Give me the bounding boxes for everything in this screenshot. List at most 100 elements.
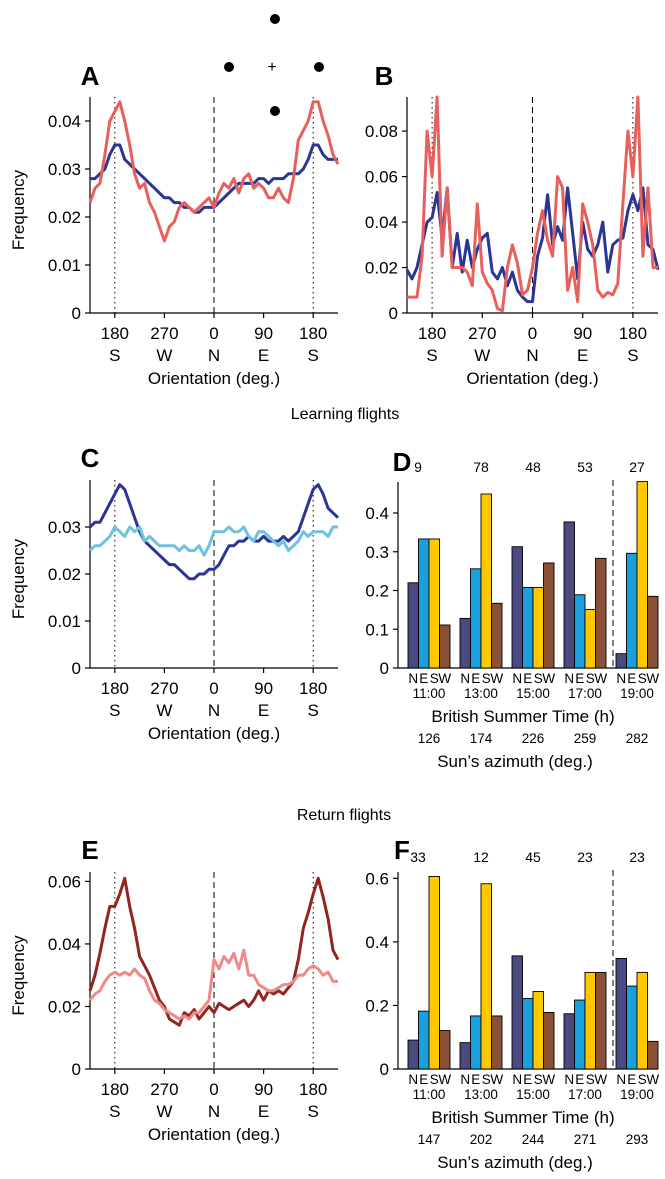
bar-direction-label: E: [419, 1072, 428, 1087]
time-axis-title: British Summer Time (h): [431, 1108, 614, 1127]
bar-direction-label: E: [471, 1072, 480, 1087]
panel-letter: E: [81, 835, 98, 865]
x-tick-label: 90: [254, 679, 273, 698]
bar-W: [647, 1040, 659, 1070]
group-count-label: 23: [629, 849, 645, 865]
group-time-label: 15:00: [516, 1087, 550, 1102]
bar-direction-label: S: [430, 1072, 439, 1087]
section-title-learning: Learning flights: [291, 406, 400, 423]
y-tick-label: 0.01: [48, 256, 81, 275]
y-tick-label: 0.02: [48, 208, 81, 227]
bar-direction-label: E: [575, 671, 584, 686]
y-tick-label: 0.06: [365, 168, 398, 187]
group-azimuth-label: 259: [574, 731, 597, 746]
bar-direction-label: S: [534, 671, 543, 686]
panel-E: E 0 0.02 0.04 0.06 180 S 270 W 0 N 90 E 180 S Orientati…: [9, 835, 340, 1144]
x-tick-label: 180: [619, 324, 647, 343]
section-title-return: Return flights: [297, 807, 391, 824]
x-tick-label: 270: [150, 1080, 178, 1099]
bar-direction-label: S: [586, 671, 595, 686]
x-tick-label: 270: [468, 324, 496, 343]
bar-direction-label: W: [594, 1072, 607, 1087]
panel-letter: C: [81, 443, 100, 473]
bar-direction-label: N: [564, 671, 574, 686]
series-line-2: [88, 100, 340, 243]
y-tick-label: 0.04: [365, 213, 398, 232]
x-tick-label: 270: [150, 679, 178, 698]
x-tick-label: 180: [101, 679, 129, 698]
group-azimuth-label: 244: [522, 1132, 545, 1147]
bar-direction-label: E: [523, 1072, 532, 1087]
y-tick-label: 0.03: [48, 160, 81, 179]
bar-E: [522, 586, 534, 669]
y-tick-label: 0: [380, 1060, 389, 1079]
bar-E: [470, 1015, 482, 1070]
bar-S: [636, 481, 648, 669]
bar-S: [480, 883, 492, 1070]
panel-letter: F: [394, 835, 410, 865]
group-azimuth-label: 174: [470, 731, 493, 746]
bar-W: [491, 1015, 503, 1070]
bar-direction-label: W: [490, 1072, 503, 1087]
bar-W: [543, 562, 555, 669]
x-tick-direction-label: S: [308, 1102, 319, 1121]
y-tick-label: 0.4: [365, 933, 389, 952]
azimuth-axis-title: Sun’s azimuth (deg.): [437, 1153, 593, 1172]
panel-letter: B: [375, 61, 394, 91]
x-tick-direction-label: N: [208, 701, 220, 720]
x-tick-direction-label: S: [308, 701, 319, 720]
bar-direction-label: S: [430, 671, 439, 686]
group-count-label: 27: [629, 459, 645, 475]
bar-direction-label: W: [490, 671, 503, 686]
y-tick-label: 0.02: [48, 565, 81, 584]
y-tick-label: 0.06: [48, 872, 81, 891]
x-tick-label: 180: [299, 324, 327, 343]
bar-E: [626, 985, 638, 1070]
y-tick-label: 0.04: [48, 112, 81, 131]
x-axis-title: Orientation (deg.): [148, 369, 280, 388]
x-tick-direction-label: S: [109, 1102, 120, 1121]
azimuth-axis-title: Sun’s azimuth (deg.): [437, 752, 593, 771]
group-azimuth-label: 282: [626, 731, 649, 746]
group-azimuth-label: 126: [418, 731, 441, 746]
bar-direction-label: S: [586, 1072, 595, 1087]
bar-W: [543, 1011, 555, 1070]
bar-direction-label: W: [438, 671, 451, 686]
group-time-label: 19:00: [620, 686, 654, 701]
bar-direction-label: N: [616, 671, 626, 686]
y-tick-label: 0.02: [365, 259, 398, 278]
y-axis-title: Frequency: [9, 538, 28, 619]
y-tick-label: 0: [72, 1060, 81, 1079]
y-axis-title: Frequency: [9, 935, 28, 1016]
bar-W: [595, 971, 607, 1070]
x-tick-direction-label: E: [258, 1102, 269, 1121]
bar-direction-label: N: [564, 1072, 574, 1087]
y-tick-label: 0.02: [48, 997, 81, 1016]
x-tick-label: 0: [209, 1080, 218, 1099]
x-tick-label: 180: [299, 1080, 327, 1099]
x-tick-direction-label: S: [109, 701, 120, 720]
bar-direction-label: S: [534, 1072, 543, 1087]
x-tick-label: 180: [101, 324, 129, 343]
panel-C: C 0 0.01 0.02 0.03 180 S 270 W 0 N 90 E 180 S Orientati…: [9, 443, 340, 743]
group-count-label: 78: [473, 459, 489, 475]
bar-N: [459, 617, 471, 669]
y-tick-label: 0.2: [365, 996, 389, 1015]
group-time-label: 11:00: [413, 1087, 446, 1102]
x-tick-label: 0: [209, 679, 218, 698]
bar-direction-label: S: [482, 1072, 491, 1087]
x-tick-label: 0: [528, 324, 537, 343]
x-tick-direction-label: N: [526, 346, 538, 365]
bar-E: [418, 538, 430, 669]
x-tick-direction-label: S: [627, 346, 638, 365]
time-axis-title: British Summer Time (h): [431, 707, 614, 726]
bar-direction-label: N: [512, 671, 522, 686]
bar-direction-label: N: [460, 671, 470, 686]
x-tick-label: 180: [299, 679, 327, 698]
bar-direction-label: N: [616, 1072, 626, 1087]
bar-W: [439, 1030, 451, 1070]
group-time-label: 13:00: [464, 1087, 498, 1102]
bar-direction-label: E: [523, 671, 532, 686]
bar-direction-label: N: [408, 671, 418, 686]
